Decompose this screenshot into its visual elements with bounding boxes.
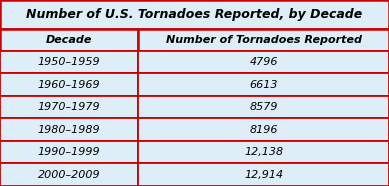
Bar — [0, 0, 389, 29]
Bar — [138, 163, 389, 186]
Bar — [0, 96, 138, 118]
Text: Decade: Decade — [46, 35, 92, 45]
Bar — [138, 141, 389, 163]
Bar — [0, 73, 138, 96]
Text: 12,138: 12,138 — [244, 147, 283, 157]
Text: 1970–1979: 1970–1979 — [38, 102, 100, 112]
Bar — [138, 73, 389, 96]
Text: 8579: 8579 — [249, 102, 278, 112]
Bar — [0, 51, 138, 73]
Bar — [138, 29, 389, 51]
Text: 1990–1999: 1990–1999 — [38, 147, 100, 157]
Bar — [138, 51, 389, 73]
Text: 6613: 6613 — [249, 80, 278, 90]
Text: Number of Tornadoes Reported: Number of Tornadoes Reported — [166, 35, 361, 45]
Text: 12,914: 12,914 — [244, 170, 283, 180]
Bar — [138, 118, 389, 141]
Bar — [0, 118, 138, 141]
Bar — [0, 29, 138, 51]
Text: 1950–1959: 1950–1959 — [38, 57, 100, 67]
Bar — [138, 96, 389, 118]
Text: 1960–1969: 1960–1969 — [38, 80, 100, 90]
Text: Number of U.S. Tornadoes Reported, by Decade: Number of U.S. Tornadoes Reported, by De… — [26, 8, 363, 21]
Bar — [0, 163, 138, 186]
Bar — [0, 141, 138, 163]
Text: 8196: 8196 — [249, 125, 278, 135]
Text: 2000–2009: 2000–2009 — [38, 170, 100, 180]
Text: 4796: 4796 — [249, 57, 278, 67]
Text: 1980–1989: 1980–1989 — [38, 125, 100, 135]
